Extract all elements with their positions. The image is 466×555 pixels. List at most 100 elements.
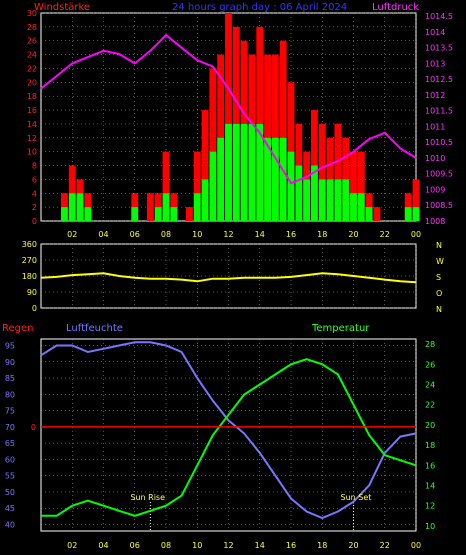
compass-tick-1: O [436,289,442,298]
wind-bar [248,123,256,221]
hum-y-tick-65: 65 [5,439,15,448]
direction-y-tick-0: 0 [32,304,37,313]
wind-bar [271,137,279,221]
wind-bar [350,193,357,221]
wind-bar [318,179,326,221]
wind-direction-chart: 0 N 90 O 180 S 270 W 360 N [22,240,444,314]
rain-y-tick-0: 0 [31,423,36,432]
hum-y-tick-55: 55 [5,472,15,481]
hum-x-tick-18: 18 [317,541,327,550]
wind-y-tick-8: 8 [32,162,37,171]
pressure-y-tick-1008.5: 1008.5 [425,201,453,210]
wind-bar [287,151,295,221]
wind-bar [76,193,84,221]
luftfeuchte-label: Luftfeuchte [66,323,123,334]
temp-y-tick-28: 28 [425,340,435,349]
wind-bar [162,193,170,221]
pressure-y-tick-1009.5: 1009.5 [425,170,453,179]
wind-y-tick-22: 22 [27,64,37,73]
hum-y-tick-80: 80 [5,390,15,399]
wind-bar [84,207,92,221]
wind-bar [295,165,303,221]
wind-y-tick-20: 20 [27,78,37,87]
wind-bar [154,207,162,221]
wind-y-tick-0: 0 [32,217,37,226]
hum-y-tick-40: 40 [5,520,15,529]
pressure-y-tick-1011: 1011 [425,122,445,131]
wind-x-tick-12: 12 [223,230,233,239]
wind-y-tick-18: 18 [27,92,37,101]
temp-y-tick-10: 10 [425,522,435,531]
hum-y-tick-85: 85 [5,374,15,383]
wind-bar [303,179,311,221]
wind-y-tick-28: 28 [27,23,37,32]
gust-bar [373,207,381,221]
pressure-y-tick-1012: 1012 [425,91,445,100]
chart-title: 24 hours graph day : 06 April 2024 [172,2,347,13]
wind-x-tick-02: 02 [67,230,77,239]
wind-y-tick-12: 12 [27,134,37,143]
direction-y-tick-360: 360 [22,240,37,249]
wind-bar [357,193,365,221]
wind-bar [131,207,139,221]
windstaerke-label: Windstärke [34,2,90,13]
wind-x-tick-18: 18 [317,230,327,239]
wind-bar [311,165,318,221]
wind-x-tick-14: 14 [255,230,265,239]
wind-bar [334,179,342,221]
wind-chart: 02468101214161820222426283010081008.5100… [27,9,453,239]
humidity-line [40,341,417,520]
hum-x-tick-02: 02 [67,541,77,550]
wind-bar [170,207,178,221]
pressure-y-tick-1008: 1008 [425,217,445,226]
wind-bar [326,179,334,221]
pressure-y-tick-1014.5: 1014.5 [425,12,453,21]
gust-bar [201,110,209,221]
hum-y-tick-95: 95 [5,342,15,351]
gust-bar [311,110,318,221]
compass-tick-4: N [436,241,442,250]
gust-bar [318,123,326,221]
regen-label: Regen [2,323,34,334]
gust-bar [334,123,342,221]
direction-y-tick-90: 90 [27,288,37,297]
hum-x-tick-00: 00 [411,541,421,550]
wind-y-tick-6: 6 [32,175,37,184]
gust-bar [186,207,193,221]
wind-bar [404,207,412,221]
compass-tick-2: S [436,273,441,282]
wind-y-tick-24: 24 [27,51,37,60]
gust-bar [271,54,279,221]
wind-x-tick-20: 20 [348,230,358,239]
wind-x-tick-00: 00 [411,230,421,239]
hum-x-tick-16: 16 [286,541,296,550]
pressure-y-tick-1010.5: 1010.5 [425,138,453,147]
compass-tick-3: W [436,257,444,266]
temp-y-tick-20: 20 [425,421,435,430]
temp-y-tick-18: 18 [425,441,435,450]
wind-bar [232,123,240,221]
wind-y-tick-2: 2 [32,203,37,212]
wind-bar [240,123,248,221]
wind-x-tick-16: 16 [286,230,296,239]
temp-y-tick-24: 24 [425,380,435,389]
hum-y-tick-50: 50 [5,488,15,497]
gust-bar [225,13,232,221]
wind-bar [61,207,68,221]
temperature-line [41,358,417,517]
pressure-y-tick-1013.5: 1013.5 [425,44,453,53]
wind-y-tick-26: 26 [27,37,37,46]
wind-bar [209,151,217,221]
wind-bar [68,193,76,221]
wind-bar [193,193,201,221]
pressure-y-tick-1014: 1014 [425,28,445,37]
wind-bar [225,123,232,221]
hum-y-tick-90: 90 [5,358,15,367]
hum-x-tick-10: 10 [192,541,202,550]
direction-y-tick-270: 270 [22,256,37,265]
humidity-temperature-chart: 40 45 50 55 60 65 70 75 80 85 90 95 10 12 14 16 18 20 22 24… [5,338,435,550]
wind-bar [412,207,420,221]
gust-bar [209,68,217,221]
temp-y-tick-16: 16 [425,461,435,470]
wind-bar [256,123,264,221]
